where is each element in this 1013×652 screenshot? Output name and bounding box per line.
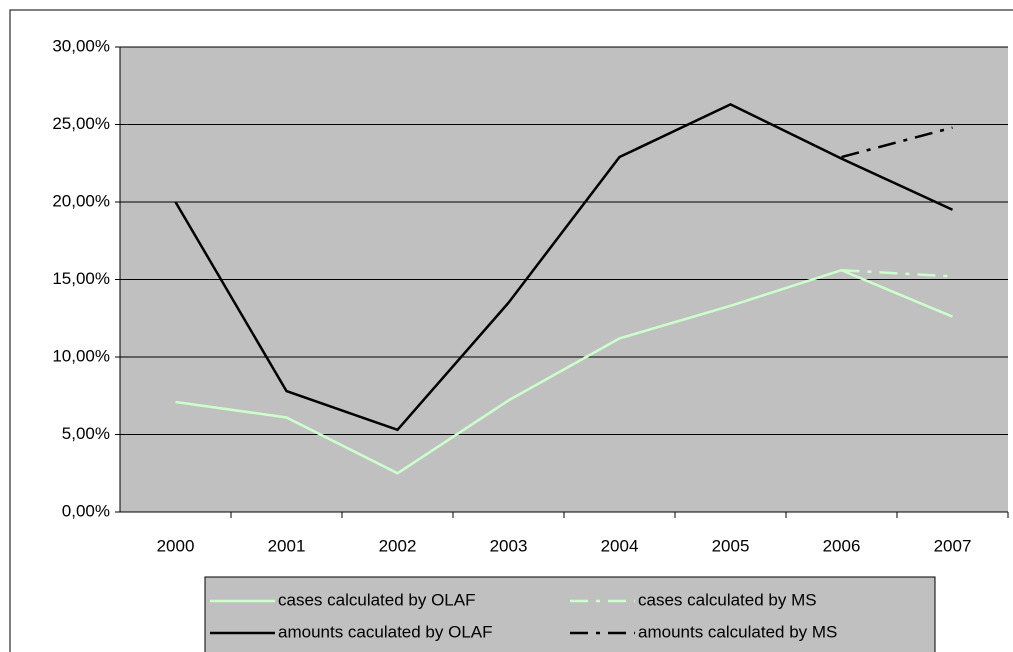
legend-label: cases calculated by MS [638,590,817,609]
legend-box [204,576,936,652]
y-tick-label: 20,00% [52,191,110,210]
x-tick-label: 2007 [934,536,972,555]
x-tick-label: 2004 [601,536,639,555]
x-tick-label: 2002 [379,536,417,555]
series-line [174,102,954,432]
x-tick-label: 2000 [157,536,195,555]
y-tick-label: 15,00% [52,269,110,288]
y-tick-label: 25,00% [52,114,110,133]
x-tick-label: 2003 [490,536,528,555]
legend-label: amounts calculated by MS [638,622,837,641]
x-tick-label: 2006 [823,536,861,555]
legend-label: amounts caculated by OLAF [278,622,493,641]
chart-frame [9,9,1013,652]
series-line [175,268,953,475]
series-line [841,268,953,278]
y-tick-label: 30,00% [52,36,110,55]
x-tick-label: 2001 [268,536,306,555]
legend-label: cases calculated by OLAF [278,590,475,609]
x-tick-label: 2005 [712,536,750,555]
y-tick-label: 0,00% [62,501,110,520]
y-tick-label: 10,00% [52,346,110,365]
y-tick-label: 5,00% [62,424,110,443]
